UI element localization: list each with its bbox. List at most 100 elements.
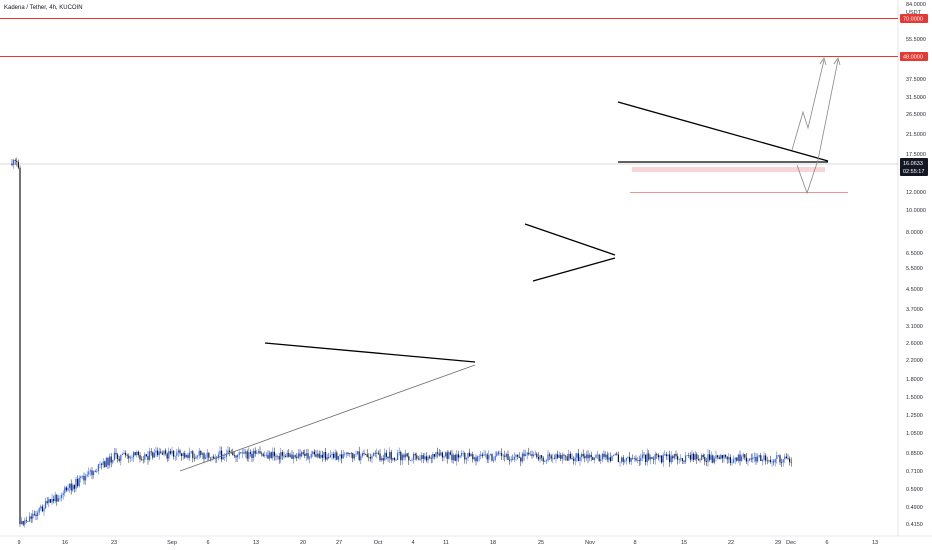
candle-body [749, 458, 751, 461]
candle-body [73, 484, 75, 489]
candle-body [736, 457, 738, 461]
candle-body [64, 487, 66, 494]
candle-body [57, 498, 59, 502]
candle-body [171, 450, 173, 454]
price-tick-label: 26.5000 [906, 112, 926, 118]
horizontal-resistance-trendline[interactable] [264, 342, 476, 363]
candle-body [59, 497, 61, 499]
candle-body [233, 455, 235, 456]
candle-body [641, 454, 643, 458]
candle-body [499, 453, 501, 454]
candle-body [683, 460, 685, 462]
last-price-value: 16.0633 [903, 161, 923, 167]
projection-arrow-dip[interactable] [796, 57, 841, 195]
candle-body [542, 457, 544, 462]
candle-body [313, 451, 315, 455]
candle-body [339, 454, 341, 457]
candle-body [326, 457, 328, 460]
price-tick-label: 2.2000 [906, 358, 923, 364]
candle-body [89, 470, 91, 472]
candle-body [403, 454, 405, 458]
sym-triangle-lower-line[interactable] [532, 257, 616, 282]
price-tick-label: 1.0500 [906, 431, 923, 437]
sym-triangle-upper-line[interactable] [524, 223, 616, 256]
candle-body [297, 453, 299, 458]
candle-body [725, 454, 727, 457]
price-badge-48[interactable]: 48.0000 [900, 52, 928, 61]
candle-body [785, 456, 787, 459]
price-tick-label: 2.6000 [906, 341, 923, 347]
candle-body [35, 514, 37, 517]
candle-body [275, 456, 277, 457]
candle-body [320, 454, 322, 458]
candle-body [165, 450, 167, 454]
candle-body [309, 457, 311, 459]
candle-body [601, 453, 603, 460]
candle-body [249, 452, 251, 454]
candle-body [307, 453, 309, 459]
candle-body [49, 499, 51, 503]
candle-body [424, 456, 426, 459]
candle-body [397, 453, 399, 461]
candle-body [389, 451, 391, 459]
candle-body [776, 455, 778, 459]
candle-body [357, 451, 359, 454]
candle-body [181, 453, 183, 457]
projection-arrow-up[interactable] [791, 57, 827, 151]
candle-body [169, 451, 171, 454]
candle-body [665, 454, 667, 457]
candle-body [681, 458, 683, 461]
candle-body [197, 455, 199, 457]
candle-body [85, 475, 87, 481]
candle-body [645, 454, 647, 463]
candle-body [147, 456, 149, 460]
candle-body [425, 456, 427, 461]
candle-body [584, 456, 586, 459]
ascending-support-trendline[interactable] [179, 364, 476, 472]
candle-body [619, 461, 621, 463]
candle-body [128, 455, 130, 459]
candle-body [579, 456, 581, 461]
candle-body [189, 452, 191, 458]
candle-body [107, 458, 109, 466]
candle-body [739, 454, 741, 462]
candle-body [528, 452, 530, 455]
candle-body [291, 454, 293, 459]
candle-body [329, 455, 331, 458]
price-axis[interactable]: 84.0000 55.5000 37.5000 31.5000 26.5000 21.50… [906, 2, 926, 528]
candle-body [270, 452, 272, 458]
candle-body [728, 457, 730, 460]
candle-body [129, 457, 131, 459]
price-tick-label: 12.0000 [906, 190, 926, 196]
price-badge-70[interactable]: 70.0000 [900, 14, 928, 23]
candle-body [489, 454, 491, 456]
candle-body [16, 160, 18, 163]
candle-body [385, 452, 387, 457]
candle-body [264, 455, 266, 457]
support-zone[interactable] [632, 167, 825, 172]
candle-body [563, 454, 565, 456]
candle-body [448, 452, 450, 459]
last-price-badge[interactable]: 16.0633 02:55:17 [900, 158, 928, 176]
candle-body [33, 513, 35, 515]
candle-body [648, 453, 650, 460]
candle-body [606, 454, 608, 460]
candle-body [630, 458, 632, 462]
candle-body [373, 453, 375, 457]
time-axis[interactable]: 9 16 23 Sep 6 13 20 27 Oct 4 11 18 25 Nov 8 15 22 29 Dec 6 1… [17, 540, 878, 546]
candle-body [747, 460, 749, 462]
candle-body [301, 452, 303, 457]
candle-body [432, 454, 434, 459]
candle-body [685, 455, 687, 462]
candle-body [729, 457, 731, 463]
desc-triangle-upper-line[interactable] [617, 101, 829, 162]
candle-body [296, 456, 298, 458]
candle-body [352, 453, 354, 459]
candle-body [219, 450, 221, 455]
candle-body [77, 478, 79, 487]
candle-body [104, 461, 106, 468]
candle-body [192, 451, 194, 459]
candle-body [629, 456, 631, 462]
candle-body [54, 494, 56, 502]
